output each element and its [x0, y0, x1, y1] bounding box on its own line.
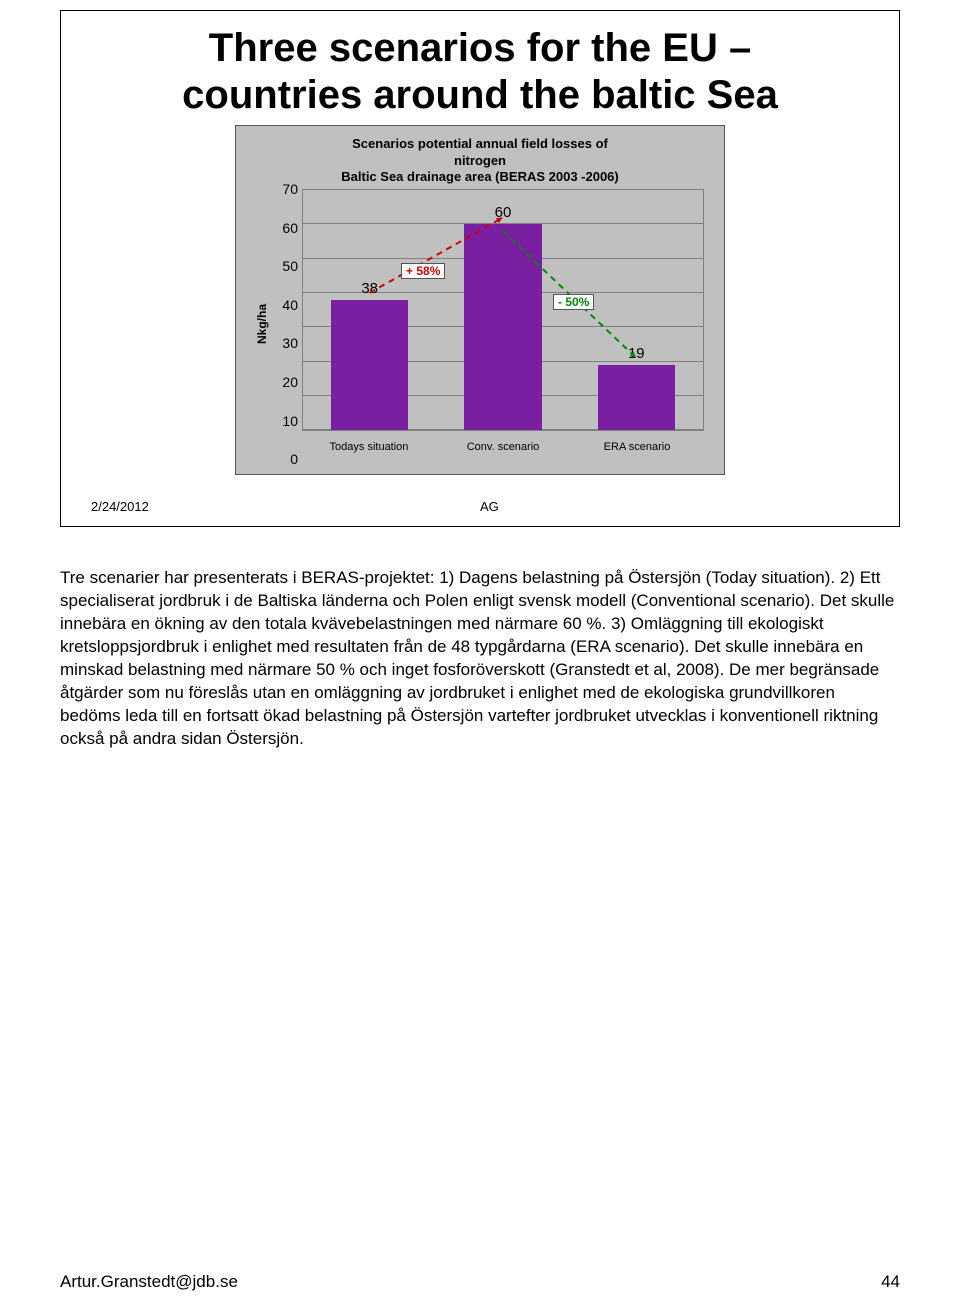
title-line-2: countries around the baltic Sea	[182, 73, 778, 117]
y-tick-label: 70	[270, 181, 298, 197]
grid-line	[303, 189, 703, 190]
bar: 60	[464, 224, 541, 430]
bar: 38	[331, 300, 408, 430]
plot-area: 38 60 19 + 58% - 50%	[302, 189, 704, 431]
slide-container: Three scenarios for the EU – countries a…	[60, 10, 900, 527]
footer-email: Artur.Granstedt@jdb.se	[60, 1272, 238, 1292]
slide-title: Three scenarios for the EU – countries a…	[91, 25, 869, 119]
footer-page-number: 44	[881, 1272, 900, 1292]
x-tick-label: ERA scenario	[604, 441, 671, 453]
description-paragraph: Tre scenarier har presenterats i BERAS-p…	[60, 567, 900, 751]
bar-value-label: 19	[598, 345, 675, 362]
y-ticks: 010203040506070	[270, 189, 298, 459]
chart-body: Nkg/ha 010203040506070 386019+ 58%- 50% …	[246, 189, 714, 459]
page-footer: Artur.Granstedt@jdb.se 44	[60, 1272, 900, 1292]
y-axis-label: Nkg/ha	[255, 304, 269, 344]
y-tick-label: 0	[270, 451, 298, 467]
y-tick-label: 30	[270, 335, 298, 351]
x-tick-label: Conv. scenario	[467, 441, 540, 453]
chart-title-line-1: Scenarios potential annual field losses …	[352, 136, 608, 151]
title-line-1: Three scenarios for the EU –	[209, 26, 751, 70]
slide-footer: 2/24/2012 AG	[91, 499, 869, 514]
bar-value-label: 38	[331, 280, 408, 297]
chart-title-line-3: Baltic Sea drainage area (BERAS 2003 -20…	[341, 169, 618, 184]
y-tick-label: 40	[270, 297, 298, 313]
bar: 19	[598, 365, 675, 430]
slide-author: AG	[480, 499, 499, 514]
annotation-box: + 58%	[401, 263, 445, 279]
slide-date: 2/24/2012	[91, 499, 480, 514]
x-labels: Todays situation Conv. scenario ERA scenar…	[302, 433, 704, 453]
bar-value-label: 60	[464, 204, 541, 221]
y-tick-label: 60	[270, 220, 298, 236]
chart-title-line-2: nitrogen	[454, 153, 506, 168]
y-tick-label: 50	[270, 258, 298, 274]
y-tick-label: 20	[270, 374, 298, 390]
chart-title: Scenarios potential annual field losses …	[246, 136, 714, 185]
y-tick-label: 10	[270, 413, 298, 429]
annotation-box: - 50%	[553, 294, 594, 310]
bar-chart: Scenarios potential annual field losses …	[235, 125, 725, 475]
x-tick-label: Todays situation	[330, 441, 409, 453]
